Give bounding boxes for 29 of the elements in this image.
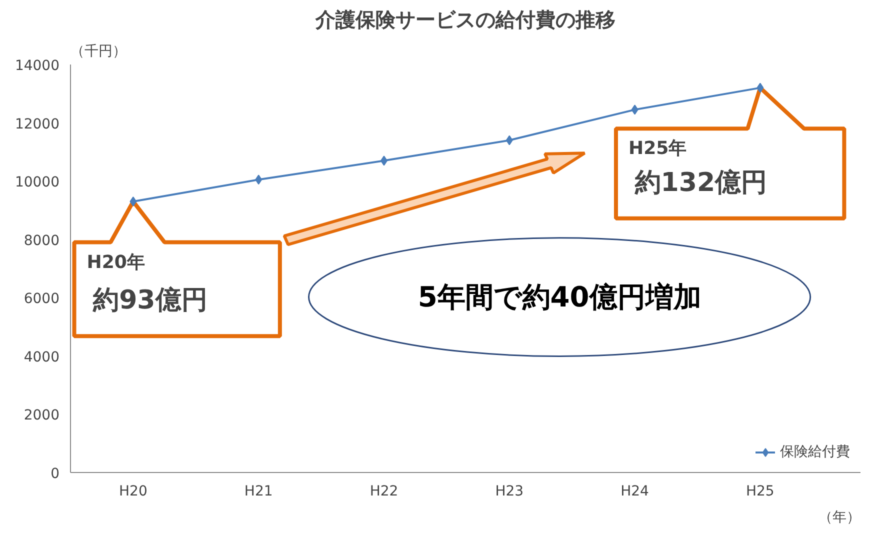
point [130, 196, 137, 206]
legend-label: 保険給付費 [780, 443, 850, 461]
y-tick-label: 6000 [24, 291, 60, 308]
annotation: 約132億円 [634, 168, 768, 198]
y-tick-label: 12000 [14, 116, 60, 132]
y-tick-label: 2000 [24, 408, 60, 424]
point [506, 135, 513, 146]
x-tick-label: H25 [746, 484, 774, 500]
annotation: 5年間で約40億円増加 [418, 280, 702, 314]
x-tick-label: H23 [495, 484, 524, 500]
x-axis-title: （年） [818, 510, 860, 526]
y-tick-label: 10000 [14, 174, 60, 191]
x-tick-label: H21 [244, 484, 273, 500]
annotation: H25年 [628, 138, 687, 160]
chart-title: 介護保険サービスの給付費の推移 [314, 8, 616, 32]
x-tick-label: H24 [620, 484, 650, 500]
y-tick-label: 0 [50, 466, 60, 482]
point [380, 156, 388, 166]
point [255, 174, 262, 185]
x-tick-label: H22 [370, 484, 398, 500]
annotation: H20年 [86, 252, 145, 273]
y-tick-label: 4000 [24, 349, 60, 366]
y-tick-label: 14000 [14, 58, 60, 74]
x-tick-label: H20 [119, 484, 148, 500]
point [756, 82, 764, 93]
y-axis-title: （千円） [70, 44, 126, 60]
point [631, 104, 638, 115]
y-tick-label: 8000 [24, 232, 60, 249]
annotation: 約93億円 [92, 286, 208, 316]
